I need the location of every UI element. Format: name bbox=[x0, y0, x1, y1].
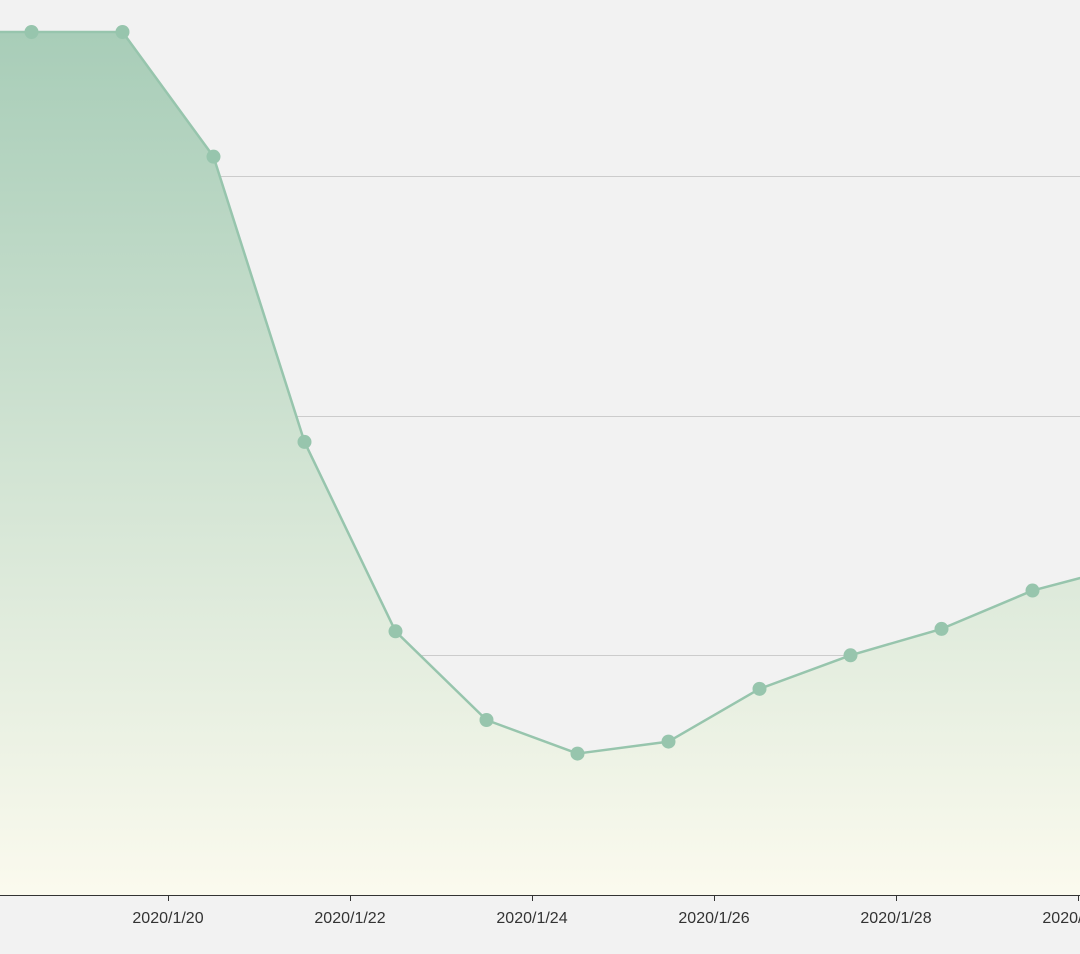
x-tick-label: 2020/1/26 bbox=[678, 910, 749, 927]
x-tick-label: 2020/1/22 bbox=[314, 910, 385, 927]
series-line bbox=[0, 30, 1080, 755]
data-point bbox=[388, 624, 403, 639]
data-point bbox=[661, 734, 676, 749]
x-axis: 2020/1/20 2020/1/22 2020/1/24 2020/1/26 2020… bbox=[0, 895, 1080, 927]
data-point bbox=[843, 648, 858, 663]
area-fill-layer bbox=[0, 32, 1080, 895]
data-point bbox=[934, 621, 949, 636]
data-point bbox=[206, 149, 221, 164]
x-tick-label: 2020/1/24 bbox=[496, 910, 567, 927]
data-point bbox=[1025, 583, 1040, 598]
area-fill bbox=[0, 32, 1080, 895]
x-tick-label: 2020/1/20 bbox=[132, 910, 203, 927]
x-tick-label: 2020/1/30 bbox=[1042, 910, 1080, 927]
data-point bbox=[570, 746, 585, 761]
data-point bbox=[752, 681, 767, 696]
data-point bbox=[24, 25, 39, 39]
series-line-layer bbox=[0, 30, 1080, 755]
data-point bbox=[115, 25, 130, 39]
x-tick-label: 2020/1/28 bbox=[860, 910, 931, 927]
data-points bbox=[24, 25, 1040, 761]
data-point bbox=[479, 713, 494, 728]
data-point bbox=[297, 434, 312, 449]
